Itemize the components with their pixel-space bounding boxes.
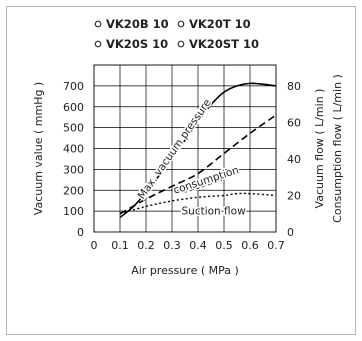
- y-right-axis-title-vacuum-flow: Vacuum flow ( L/min ): [313, 89, 326, 209]
- y-right-tick-label: 80: [287, 80, 301, 93]
- y-left-tick-label: 400: [63, 143, 84, 156]
- y-right-tick-label: 20: [287, 189, 301, 202]
- legend-bullet-icon: [177, 20, 185, 28]
- y-left-axis-title: Vacuum value ( mmHg ): [32, 82, 45, 215]
- x-axis-title: Air pressure ( MPa ): [131, 264, 239, 277]
- y-left-tick-label: 600: [63, 101, 84, 114]
- chart-frame: [6, 6, 356, 335]
- x-tick-label: 0.2: [137, 239, 155, 252]
- y-right-tick-label: 60: [287, 116, 301, 129]
- y-left-tick-label: 700: [63, 80, 84, 93]
- x-tick-label: 0.4: [189, 239, 207, 252]
- series-annotation: Suction flow: [182, 205, 247, 217]
- x-tick-label: 0: [91, 239, 98, 252]
- y-left-tick-label: 200: [63, 184, 84, 197]
- y-right-axis-title-consumption-flow: Consumption flow ( L/min ): [331, 74, 344, 223]
- legend-entry: VK20B 10: [106, 17, 169, 31]
- y-right-tick-label: 40: [287, 153, 301, 166]
- y-left-tick-label: 0: [77, 226, 84, 239]
- legend-entry: VK20ST 10: [189, 37, 259, 51]
- y-left-tick-label: 100: [63, 205, 84, 218]
- legend-bullet-icon: [177, 40, 185, 48]
- series-line-suction-flow: [119, 192, 277, 215]
- legend-entry: VK20S 10: [106, 37, 168, 51]
- y-left-tick-label: 300: [63, 163, 84, 176]
- legend-bullet-icon: [94, 40, 102, 48]
- x-tick-label: 0.1: [111, 239, 129, 252]
- y-right-tick-label: 0: [287, 226, 294, 239]
- legend-bullet-icon: [94, 20, 102, 28]
- legend-entry: VK20T 10: [189, 17, 251, 31]
- y-left-tick-label: 500: [63, 122, 84, 135]
- x-tick-label: 0.6: [241, 239, 259, 252]
- x-tick-label: 0.3: [163, 239, 181, 252]
- series-line-max-vacuum-pressure: [119, 82, 277, 219]
- x-tick-label: 0.5: [215, 239, 233, 252]
- x-tick-label: 0.7: [267, 239, 285, 252]
